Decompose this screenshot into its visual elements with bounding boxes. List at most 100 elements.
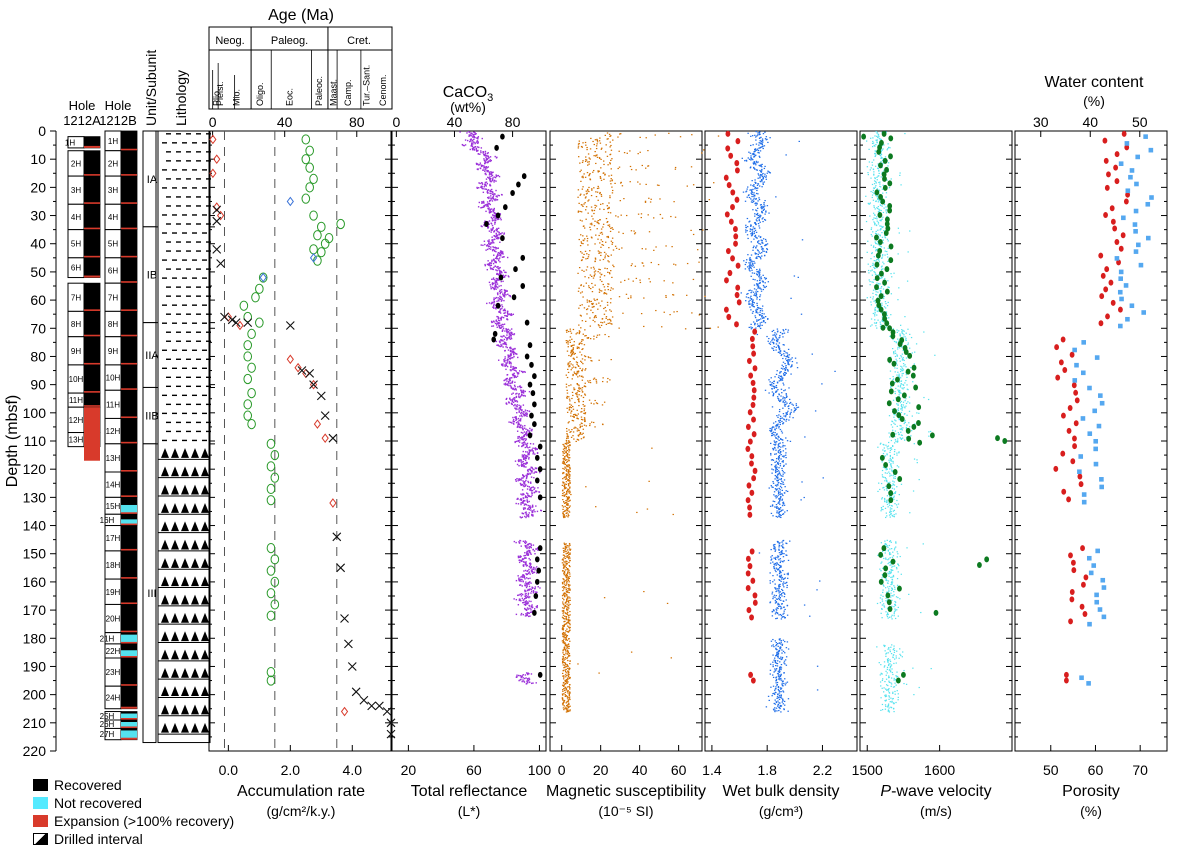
- magnetic-susceptibility-point: [568, 447, 570, 449]
- reflectance-point: [527, 577, 529, 580]
- magnetic-susceptibility-point: [570, 404, 573, 406]
- reflectance-point: [499, 296, 501, 298]
- magnetic-susceptibility-point: [593, 209, 596, 212]
- reflectance-point: [531, 572, 534, 574]
- reflectance-point: [503, 383, 505, 385]
- reflectance-point: [530, 476, 533, 478]
- reflectance-point: [517, 478, 520, 480]
- recovery-bar: [120, 685, 138, 710]
- reflectance-point: [510, 336, 512, 338]
- magnetic-susceptibility-point: [567, 341, 569, 343]
- reflectance-point: [522, 558, 525, 560]
- magnetic-susceptibility-point: [709, 327, 712, 330]
- magnetic-susceptibility-point: [567, 551, 570, 553]
- magnetic-susceptibility-point: [608, 335, 610, 338]
- magnetic-susceptibility-point: [562, 559, 565, 561]
- magnetic-susceptibility-point: [626, 152, 628, 154]
- magnetic-susceptibility-point: [567, 667, 569, 669]
- magnetic-susceptibility-point: [585, 334, 587, 337]
- magnetic-susceptibility-point: [577, 390, 580, 392]
- reflectance-point: [522, 411, 525, 413]
- magnetic-susceptibility-point: [601, 147, 603, 149]
- magnetic-susceptibility-point: [607, 260, 609, 262]
- magnetic-susceptibility-point: [586, 146, 588, 149]
- hole-header-line1: Hole: [69, 98, 96, 113]
- magnetic-susceptibility-point: [593, 335, 595, 337]
- density-point: [759, 176, 761, 178]
- magnetic-susceptibility-point: [565, 668, 567, 670]
- magnetic-susceptibility-point: [598, 223, 600, 225]
- magnetic-susceptibility-point: [563, 580, 565, 582]
- reflectance-point: [526, 415, 528, 417]
- lithology-chert: [161, 722, 169, 733]
- accumulation-diamond-point: [209, 168, 217, 179]
- density-point: [763, 167, 766, 170]
- reflectance-point: [500, 300, 503, 302]
- reflectance-point: [484, 152, 487, 154]
- reflectance-point: [497, 317, 499, 320]
- magnetic-susceptibility-point: [565, 507, 568, 509]
- magnetic-susceptibility-point: [566, 595, 568, 597]
- reflectance-point: [489, 243, 491, 246]
- reflectance-point: [521, 394, 523, 396]
- magnetic-susceptibility-point: [602, 223, 605, 225]
- density-point: [785, 154, 787, 156]
- reflectance-point: [489, 192, 491, 195]
- reflectance-point: [510, 334, 512, 337]
- magnetic-susceptibility-point: [618, 327, 620, 329]
- reflectance-point: [514, 376, 516, 378]
- top-tick-label: 0: [392, 114, 400, 130]
- reflectance-point: [509, 398, 511, 400]
- density-point: [753, 151, 755, 153]
- magnetic-susceptibility-point: [607, 164, 609, 166]
- magnetic-susceptibility-point: [596, 222, 599, 224]
- magnetic-susceptibility-point: [563, 516, 565, 519]
- reflectance-point: [529, 552, 532, 554]
- magnetic-susceptibility-point: [567, 479, 570, 481]
- magnetic-susceptibility-point: [563, 581, 566, 583]
- reflectance-point: [501, 194, 503, 196]
- panel-frame: [1014, 130, 1168, 752]
- reflectance-point: [531, 472, 533, 474]
- magnetic-susceptibility-point: [568, 406, 571, 408]
- magnetic-susceptibility-point: [564, 502, 567, 504]
- magnetic-susceptibility-point: [577, 210, 580, 212]
- magnetic-susceptibility-point: [566, 653, 569, 655]
- magnetic-susceptibility-point: [584, 209, 587, 211]
- magnetic-susceptibility-point: [610, 270, 612, 272]
- reflectance-point: [507, 310, 509, 313]
- magnetic-susceptibility-point: [569, 688, 571, 690]
- reflectance-point: [526, 552, 528, 555]
- magnetic-susceptibility-point: [564, 476, 566, 478]
- magnetic-susceptibility-point: [599, 208, 601, 210]
- unit-label: IIA: [145, 350, 159, 362]
- magnetic-susceptibility-point: [567, 583, 570, 586]
- reflectance-point: [518, 559, 520, 562]
- magnetic-susceptibility-point: [565, 681, 568, 683]
- magnetic-susceptibility-point: [566, 608, 568, 611]
- magnetic-susceptibility-point: [578, 384, 580, 386]
- reflectance-point: [486, 302, 488, 305]
- lithology-chert: [171, 594, 179, 605]
- magnetic-susceptibility-point: [585, 156, 587, 158]
- magnetic-susceptibility-point: [584, 202, 586, 204]
- reflectance-point: [515, 480, 517, 482]
- not-recovered-bar: [121, 713, 137, 719]
- caco3-point: [513, 266, 518, 273]
- magnetic-susceptibility-point: [670, 657, 673, 659]
- magnetic-susceptibility-point: [561, 694, 564, 696]
- magnetic-susceptibility-point: [561, 693, 564, 695]
- magnetic-susceptibility-point: [577, 156, 580, 158]
- reflectance-point: [510, 331, 512, 334]
- reflectance-point: [485, 185, 487, 187]
- reflectance-point: [486, 190, 489, 192]
- magnetic-susceptibility-point: [562, 610, 564, 612]
- magnetic-susceptibility-point: [601, 233, 604, 235]
- reflectance-point: [536, 547, 539, 550]
- magnetic-susceptibility-point: [569, 548, 572, 550]
- reflectance-point: [509, 380, 511, 382]
- reflectance-point: [505, 378, 507, 380]
- magnetic-susceptibility-point: [652, 217, 655, 219]
- density-point: [756, 184, 759, 186]
- magnetic-susceptibility-point: [593, 274, 596, 276]
